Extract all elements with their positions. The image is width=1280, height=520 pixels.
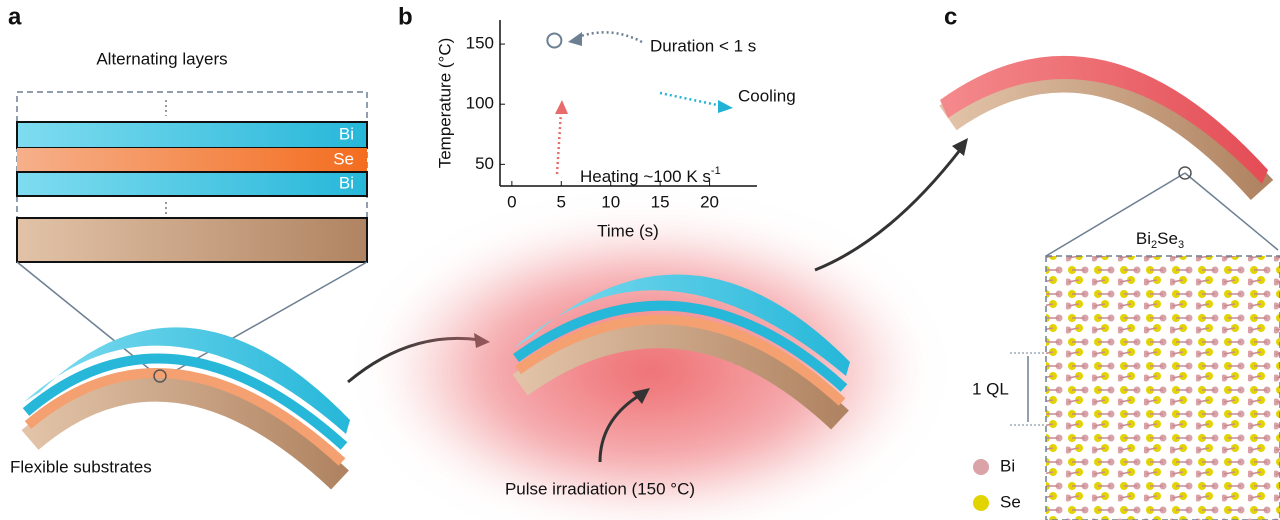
zoom-line: [1045, 172, 1186, 257]
annotation: Cooling: [738, 86, 796, 105]
zoom-line: [1184, 172, 1279, 251]
formula: Bi2Se3: [1136, 229, 1184, 250]
arrow: [555, 111, 563, 175]
glow: [380, 220, 920, 520]
annotation-sup: -1: [711, 165, 721, 177]
formula-sub: 3: [1178, 239, 1184, 251]
arrowhead: [718, 100, 733, 113]
x-axis-label: Time (s): [597, 221, 659, 240]
legend-marker: [973, 495, 989, 511]
x-tick-label: 15: [651, 192, 670, 211]
annotation-text: Heating ~100 K s: [580, 167, 711, 186]
scale-label: 1 QL: [972, 379, 1009, 398]
x-tick-label: 20: [700, 192, 719, 211]
x-tick-label: 10: [601, 192, 620, 211]
caption: Flexible substrates: [10, 457, 152, 476]
peak-marker: [546, 32, 563, 49]
substrate: [16, 217, 368, 263]
curved-film: [939, 55, 1274, 201]
y-axis-label: Temperature (°C): [435, 38, 454, 169]
layer-bi: [16, 121, 368, 149]
panel-label: c: [944, 3, 957, 30]
arrowhead: [632, 388, 650, 404]
legend-label: Bi: [1000, 456, 1015, 475]
zoom-line: [165, 261, 368, 377]
chart: Time (s) Temperature (°C) Duration < 1 s…: [435, 20, 796, 240]
y-tick-label: 100: [466, 94, 494, 113]
annotation: Heating ~100 K s-1: [580, 165, 721, 187]
layer-se: [17, 148, 367, 172]
y-tick-label: 150: [466, 34, 494, 53]
crystal-structure: [1045, 255, 1280, 520]
arrow: [659, 91, 723, 108]
arrow: [574, 31, 643, 44]
curved-film: [512, 274, 850, 430]
x-tick-label: 5: [557, 192, 566, 211]
layer-label: Bi: [339, 173, 354, 192]
legend-marker: [973, 459, 989, 475]
zoom-circle: [153, 369, 167, 383]
arrowhead: [555, 100, 568, 114]
inset-title: Alternating layers: [96, 49, 227, 68]
curved-film: [21, 327, 350, 490]
y-tick-label: 50: [475, 154, 494, 173]
x-tick-label: 0: [507, 192, 516, 211]
layer-bi: [16, 171, 368, 197]
layer-label: Se: [333, 149, 354, 168]
legend-label: Se: [1000, 492, 1021, 511]
formula-sub: 2: [1151, 239, 1157, 251]
annotation: Duration < 1 s: [650, 36, 756, 55]
panel-label: a: [8, 3, 22, 30]
zoom-circle: [1178, 166, 1192, 180]
panel-label: b: [398, 3, 413, 30]
formula-part: Bi: [1136, 229, 1151, 248]
arrow: [814, 149, 962, 272]
layer-label: Bi: [339, 124, 354, 143]
caption: Pulse irradiation (150 °C): [505, 479, 695, 498]
arrowhead: [568, 32, 582, 46]
arrowhead: [952, 138, 968, 156]
formula-part: Se: [1157, 229, 1178, 248]
arrow: [598, 393, 641, 463]
